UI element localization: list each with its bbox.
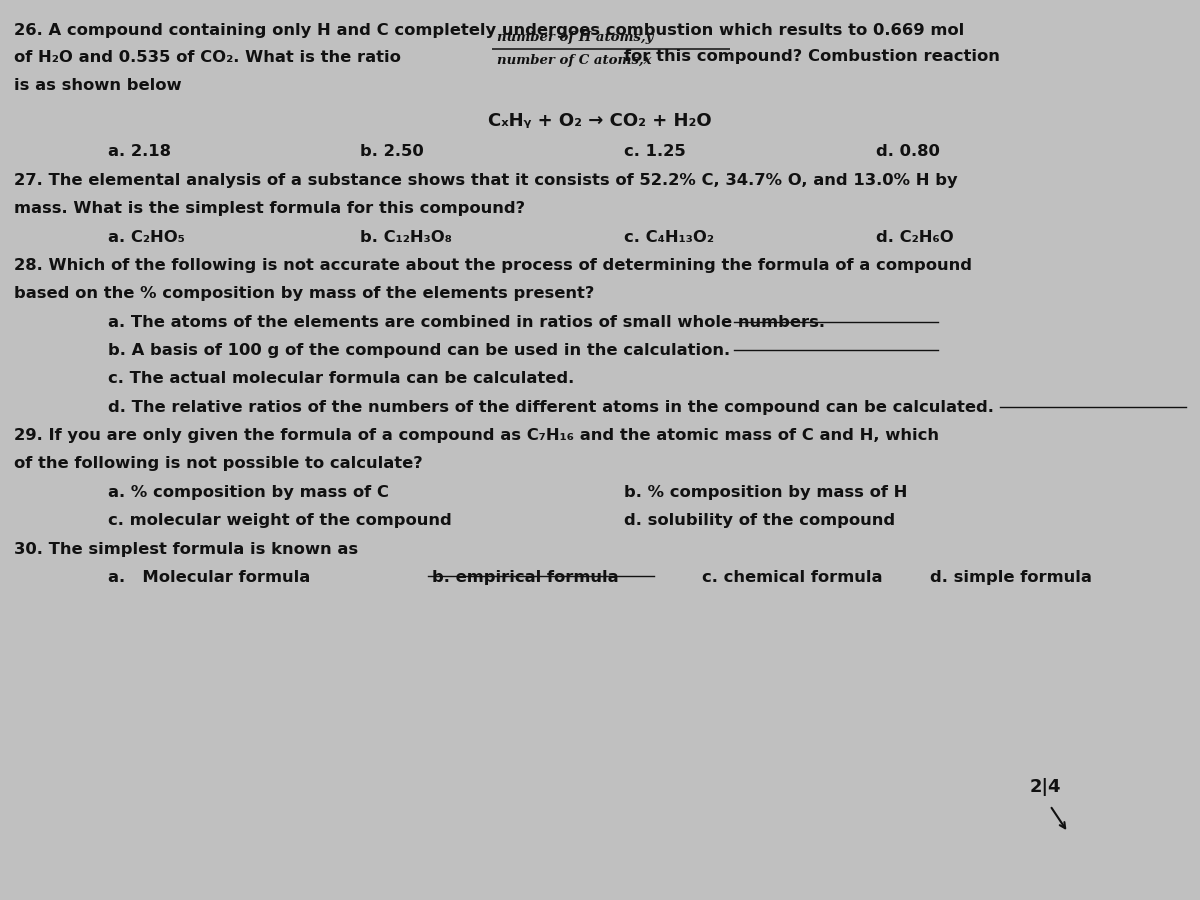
Text: of H₂O and 0.535 of CO₂. What is the ratio: of H₂O and 0.535 of CO₂. What is the rat… [14, 50, 401, 65]
Text: d. The relative ratios of the numbers of the different atoms in the compound can: d. The relative ratios of the numbers of… [108, 400, 994, 415]
Text: d. C₂H₆O: d. C₂H₆O [876, 230, 954, 245]
Text: b. C₁₂H₃O₈: b. C₁₂H₃O₈ [360, 230, 452, 245]
Text: based on the % composition by mass of the elements present?: based on the % composition by mass of th… [14, 286, 595, 302]
Text: 30. The simplest formula is known as: 30. The simplest formula is known as [14, 542, 359, 557]
Text: d. simple formula: d. simple formula [930, 570, 1092, 585]
Text: is as shown below: is as shown below [14, 78, 182, 94]
Text: mass. What is the simplest formula for this compound?: mass. What is the simplest formula for t… [14, 201, 526, 216]
Text: 28. Which of the following is not accurate about the process of determining the : 28. Which of the following is not accura… [14, 258, 972, 274]
Text: a. % composition by mass of C: a. % composition by mass of C [108, 485, 389, 500]
Text: of the following is not possible to calculate?: of the following is not possible to calc… [14, 456, 424, 472]
Text: b. 2.50: b. 2.50 [360, 144, 424, 159]
Text: number of H atoms,y: number of H atoms,y [497, 32, 653, 44]
Text: 26. A compound containing only H and C completely undergoes combustion which res: 26. A compound containing only H and C c… [14, 22, 965, 38]
Text: c. chemical formula: c. chemical formula [702, 570, 882, 585]
Text: b. % composition by mass of H: b. % composition by mass of H [624, 485, 907, 500]
Text: c. The actual molecular formula can be calculated.: c. The actual molecular formula can be c… [108, 371, 575, 386]
Text: c. molecular weight of the compound: c. molecular weight of the compound [108, 513, 451, 528]
Text: 2|4: 2|4 [1030, 778, 1061, 796]
Text: number of C atoms,x: number of C atoms,x [497, 54, 652, 67]
Text: 27. The elemental analysis of a substance shows that it consists of 52.2% C, 34.: 27. The elemental analysis of a substanc… [14, 173, 958, 188]
Text: for this compound? Combustion reaction: for this compound? Combustion reaction [624, 50, 1000, 65]
Text: d. solubility of the compound: d. solubility of the compound [624, 513, 895, 528]
Text: c. 1.25: c. 1.25 [624, 144, 685, 159]
Text: c. C₄H₁₃O₂: c. C₄H₁₃O₂ [624, 230, 714, 245]
Text: CₓHᵧ + O₂ → CO₂ + H₂O: CₓHᵧ + O₂ → CO₂ + H₂O [488, 112, 712, 130]
Text: a. 2.18: a. 2.18 [108, 144, 172, 159]
Text: d. 0.80: d. 0.80 [876, 144, 940, 159]
Text: b. empirical formula: b. empirical formula [432, 570, 619, 585]
Text: a. The atoms of the elements are combined in ratios of small whole numbers.: a. The atoms of the elements are combine… [108, 315, 826, 330]
Text: a. C₂HO₅: a. C₂HO₅ [108, 230, 185, 245]
Text: b. A basis of 100 g of the compound can be used in the calculation.: b. A basis of 100 g of the compound can … [108, 343, 730, 358]
Text: a.   Molecular formula: a. Molecular formula [108, 570, 311, 585]
Text: 29. If you are only given the formula of a compound as C₇H₁₆ and the atomic mass: 29. If you are only given the formula of… [14, 428, 940, 444]
